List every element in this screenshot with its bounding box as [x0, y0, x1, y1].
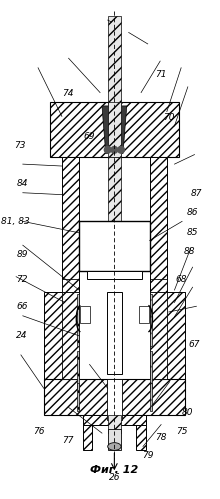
Bar	[107, 379, 122, 420]
Text: 89: 89	[16, 250, 28, 259]
Bar	[150, 294, 152, 346]
Text: 87: 87	[191, 189, 202, 198]
Bar	[150, 292, 167, 379]
Text: 75: 75	[176, 427, 187, 436]
Text: 70: 70	[163, 113, 175, 122]
Bar	[108, 415, 121, 433]
Text: 74: 74	[62, 89, 74, 98]
Bar	[62, 292, 79, 379]
Text: 69: 69	[83, 132, 95, 141]
Text: 85: 85	[186, 229, 198, 238]
Bar	[80, 306, 90, 323]
Polygon shape	[102, 106, 127, 154]
Bar	[77, 383, 79, 411]
Text: 81, 83: 81, 83	[1, 218, 30, 227]
Circle shape	[118, 147, 124, 153]
Circle shape	[111, 147, 118, 153]
Bar	[87, 271, 142, 278]
Bar	[108, 429, 121, 450]
Text: 78: 78	[155, 433, 166, 442]
Text: 71: 71	[155, 70, 166, 79]
Bar	[139, 306, 149, 323]
Bar	[77, 294, 79, 346]
Bar	[150, 278, 167, 292]
Bar	[50, 102, 179, 158]
Bar	[108, 102, 121, 158]
Text: 67: 67	[188, 340, 200, 349]
Bar	[44, 292, 65, 379]
Bar	[108, 158, 121, 253]
Text: Фиг. 12: Фиг. 12	[90, 466, 139, 476]
Text: 88: 88	[184, 248, 196, 256]
Text: 77: 77	[62, 436, 74, 446]
Bar	[164, 292, 185, 379]
Bar	[44, 379, 185, 415]
Bar	[79, 222, 150, 271]
Text: 76: 76	[33, 427, 45, 436]
Text: 86: 86	[186, 208, 198, 217]
Text: 26: 26	[109, 473, 120, 482]
Text: 66: 66	[16, 302, 28, 311]
Text: 72: 72	[16, 274, 28, 283]
Bar	[150, 351, 152, 389]
Bar	[83, 415, 146, 425]
Bar	[83, 415, 146, 425]
Circle shape	[104, 147, 111, 153]
Bar	[62, 158, 79, 326]
Bar	[150, 383, 152, 411]
Bar	[83, 415, 92, 450]
Bar	[107, 292, 122, 374]
Bar	[150, 158, 167, 326]
Text: 79: 79	[142, 451, 154, 460]
Text: 68: 68	[176, 274, 187, 283]
Text: 84: 84	[16, 179, 28, 188]
Text: 73: 73	[14, 141, 26, 150]
Bar	[62, 278, 79, 292]
Ellipse shape	[108, 443, 121, 450]
Bar	[136, 415, 146, 450]
Bar	[108, 16, 121, 107]
Bar	[77, 351, 79, 389]
Bar	[79, 158, 150, 326]
Text: 80: 80	[182, 408, 194, 417]
Text: 24: 24	[16, 331, 28, 340]
